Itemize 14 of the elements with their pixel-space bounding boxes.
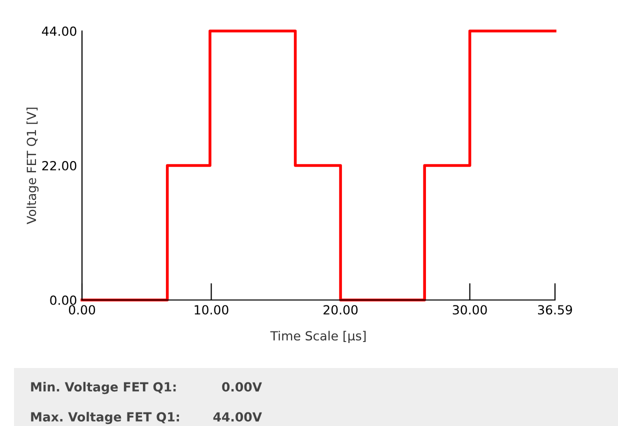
y-tick-label: 22.00	[42, 160, 76, 170]
text: 0.00V	[222, 382, 262, 392]
x-tick-label: 20.00	[324, 305, 358, 315]
x-tick-label: 0.00	[68, 305, 96, 315]
x-tick-label: 10.00	[194, 305, 228, 315]
y-tick-label: 0.00	[50, 295, 76, 305]
x-tick-label: 30.00	[452, 305, 487, 315]
y-tick-label: 44.00	[42, 26, 76, 36]
text: Max. Voltage FET Q1:	[31, 412, 179, 424]
text: Min. Voltage FET Q1:	[31, 382, 176, 394]
x-axis-title: Time Scale [µs]	[270, 330, 366, 343]
y-axis-title: Voltage FET Q1 [V]	[26, 108, 39, 224]
text: 44.00V	[213, 412, 262, 422]
x-tick-label: 36.59	[538, 305, 572, 315]
